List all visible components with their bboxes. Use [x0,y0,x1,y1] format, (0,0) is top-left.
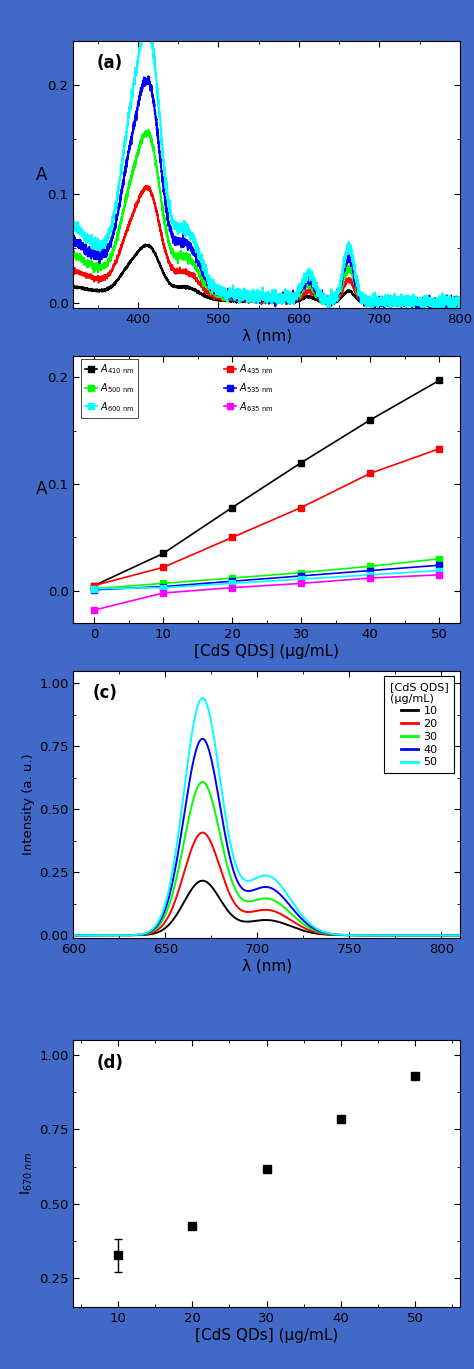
Text: (c): (c) [93,684,118,702]
X-axis label: λ (nm): λ (nm) [242,958,292,973]
X-axis label: λ (nm): λ (nm) [242,329,292,344]
Y-axis label: Intensity (a. u.): Intensity (a. u.) [22,753,35,856]
X-axis label: [CdS QDS] (μg/mL): [CdS QDS] (μg/mL) [194,643,339,658]
Legend: 10, 20, 30, 40, 50: 10, 20, 30, 40, 50 [384,676,454,773]
Y-axis label: I$_{670\ nm}$: I$_{670\ nm}$ [18,1153,35,1195]
Text: (b): (b) [97,370,124,387]
X-axis label: [CdS QDs] (μg/mL): [CdS QDs] (μg/mL) [195,1328,338,1343]
Y-axis label: A: A [36,166,48,183]
Y-axis label: A: A [36,481,48,498]
Legend: $A_{435\ \mathrm{nm}}$, $A_{535\ \mathrm{nm}}$, $A_{635\ \mathrm{nm}}$: $A_{435\ \mathrm{nm}}$, $A_{535\ \mathrm… [220,359,277,418]
Text: (a): (a) [97,55,123,73]
Text: (d): (d) [97,1054,124,1072]
